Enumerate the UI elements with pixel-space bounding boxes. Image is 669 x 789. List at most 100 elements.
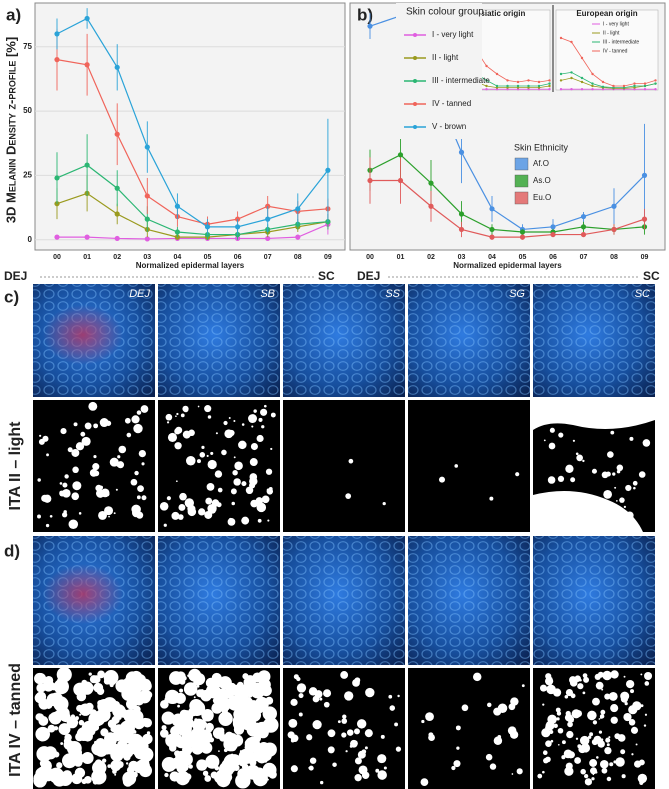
mask-blob xyxy=(588,712,596,720)
mask-blob xyxy=(138,449,146,458)
mask-blob xyxy=(66,716,79,729)
mask-blob xyxy=(125,762,129,765)
point xyxy=(84,62,90,68)
mask-blob xyxy=(53,696,69,712)
mask-blob xyxy=(268,487,273,491)
mask-blob xyxy=(344,691,354,701)
mask-blob xyxy=(96,749,100,753)
mask-blob xyxy=(64,725,70,731)
panel-label: b) xyxy=(357,5,373,24)
mask-blob xyxy=(354,677,361,684)
axis-end: DEJ xyxy=(357,269,380,283)
mask-blob xyxy=(614,486,617,489)
point xyxy=(580,88,584,91)
mask-blob xyxy=(543,750,546,753)
mask-blob xyxy=(428,734,435,741)
x-tick-label: 03 xyxy=(143,254,151,261)
mask-blob xyxy=(591,777,595,781)
x-tick-label: 00 xyxy=(366,254,374,261)
mask-blob xyxy=(73,422,78,427)
x-tick-label: 08 xyxy=(610,254,618,261)
mask-blob xyxy=(222,772,233,783)
series-line xyxy=(56,59,328,225)
mask-blob xyxy=(592,697,600,706)
column-label: SB xyxy=(260,288,275,300)
series-line xyxy=(560,37,656,87)
mask-blob xyxy=(245,764,261,780)
mask-blob xyxy=(119,743,134,759)
mask-blob xyxy=(580,768,586,775)
x-tick-label: 01 xyxy=(397,254,405,261)
mask-blob xyxy=(126,432,132,438)
point xyxy=(458,226,465,233)
mask-blob xyxy=(241,758,247,765)
mask-blob xyxy=(511,773,514,775)
x-axis-label: Normalized epidermal layers xyxy=(136,261,245,270)
x-tick-label: 07 xyxy=(264,254,272,261)
mask-blob xyxy=(623,712,632,722)
mask-blob xyxy=(537,773,543,779)
point xyxy=(580,76,584,80)
mask-blob xyxy=(249,458,258,467)
mask-blob xyxy=(174,428,181,435)
mask-blob xyxy=(250,679,256,685)
mask-blob xyxy=(160,700,169,709)
point xyxy=(570,76,573,80)
mask-blob xyxy=(233,420,236,423)
mask-blob xyxy=(95,738,106,749)
mask-blob xyxy=(631,753,634,756)
mask-blob xyxy=(56,667,72,683)
mask-blob xyxy=(229,700,236,706)
mask-blob xyxy=(639,775,645,781)
mask-blob xyxy=(312,695,320,703)
mask-blob xyxy=(208,737,215,743)
mask-blob xyxy=(397,694,400,698)
mask-blob xyxy=(255,725,260,729)
mask-blob xyxy=(250,443,258,451)
x-tick-label: 01 xyxy=(83,254,91,261)
mask-blob xyxy=(456,746,460,750)
mask-blob xyxy=(123,753,131,761)
mask-blob xyxy=(161,757,177,772)
mask-blob xyxy=(256,679,260,683)
point xyxy=(516,84,520,88)
mask-blob xyxy=(599,714,605,719)
mask-blob xyxy=(253,714,258,719)
mask-blob xyxy=(542,703,545,706)
mask-blob xyxy=(599,759,609,769)
mask-blob xyxy=(319,697,323,701)
mask-blob xyxy=(190,701,198,709)
mask-blob xyxy=(593,735,602,744)
mask-blob xyxy=(180,413,185,418)
mask-blob xyxy=(141,495,147,501)
binary-mask xyxy=(408,400,530,532)
mask-blob xyxy=(306,734,313,741)
mask-blob xyxy=(204,510,213,519)
column-label: DEJ xyxy=(129,288,150,300)
cell-texture xyxy=(158,284,280,397)
mask-blob xyxy=(170,672,178,680)
column-label: SS xyxy=(385,288,400,300)
point xyxy=(591,84,594,88)
point xyxy=(580,56,584,60)
mask-blob xyxy=(561,755,566,760)
point xyxy=(144,193,150,199)
binary-mask xyxy=(283,400,405,532)
axis-end: DEJ xyxy=(4,269,27,283)
mask-blob xyxy=(638,759,645,766)
mask-blob xyxy=(582,459,585,463)
mask-blob xyxy=(161,725,167,731)
mask-blob xyxy=(577,683,584,690)
point xyxy=(591,88,594,91)
mask-blob xyxy=(206,482,215,491)
mask-blob xyxy=(201,445,205,449)
mask-blob xyxy=(253,700,255,702)
mask-blob xyxy=(200,689,204,693)
x-axis-label: Normalized epidermal layers xyxy=(453,261,562,270)
mask-blob xyxy=(39,736,45,742)
mask-blob xyxy=(41,760,52,772)
mask-blob xyxy=(78,512,82,515)
mask-blob xyxy=(233,478,241,486)
mask-blob xyxy=(308,766,311,769)
mask-blob xyxy=(254,728,258,733)
